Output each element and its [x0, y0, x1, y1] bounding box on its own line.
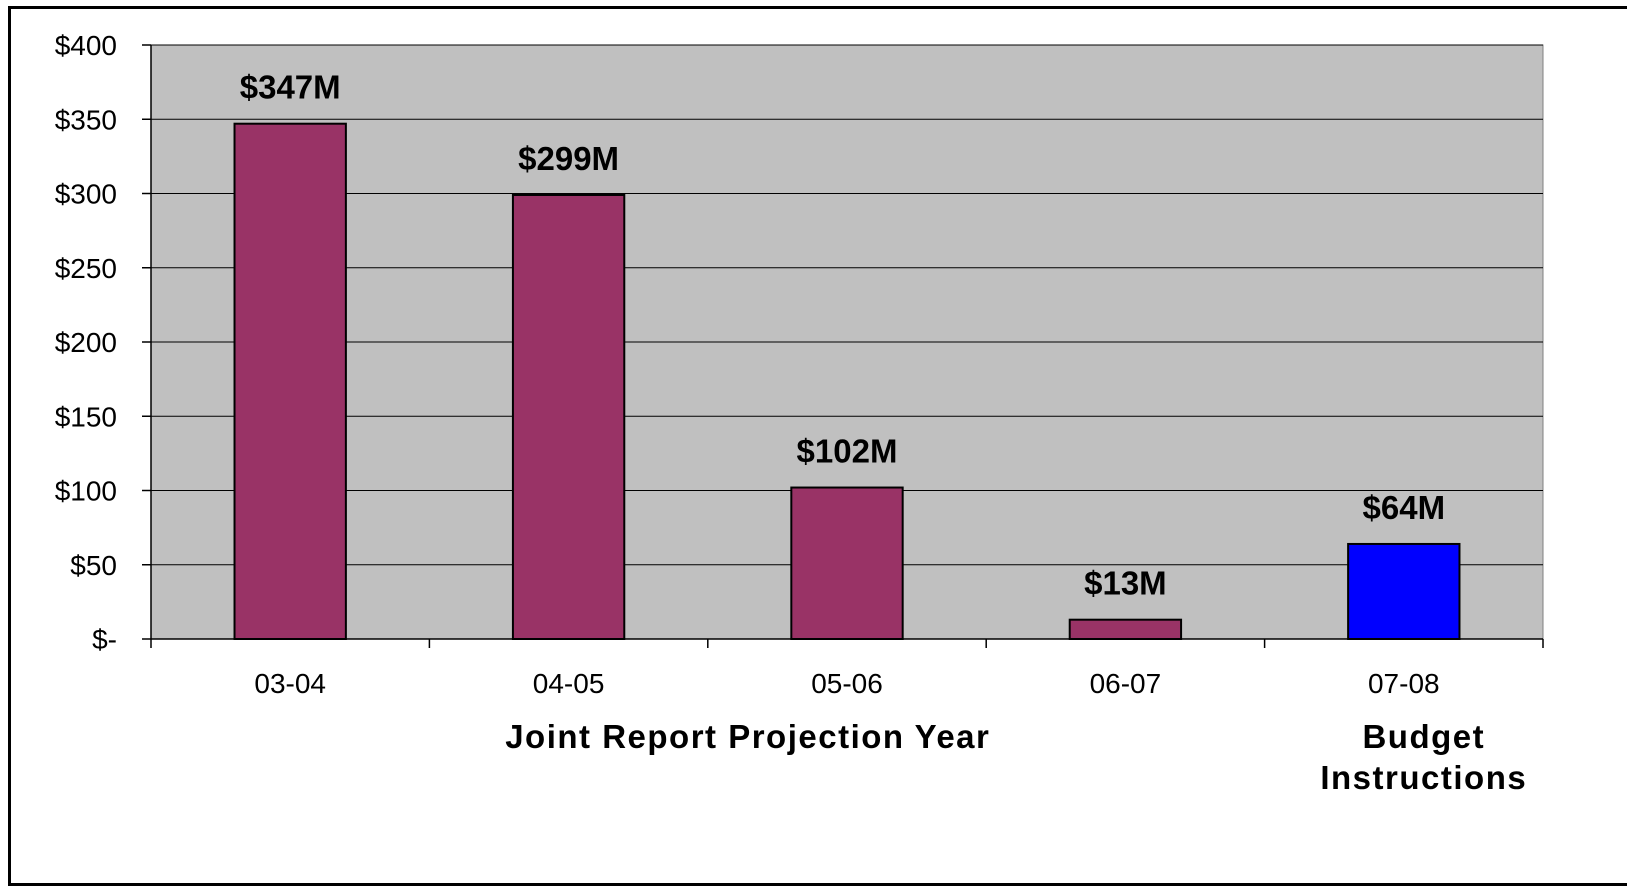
y-tick-label: $400 [55, 30, 117, 61]
bar-chart: $- $50 $100 $150 $200 $250 $300 $350 $400 $347M 03… [55, 30, 1544, 796]
bar-03-04 [233, 122, 347, 640]
bar-06-07 [1068, 618, 1183, 641]
bar-05-06 [790, 486, 904, 640]
x-tick-label: 04-05 [533, 668, 605, 699]
y-tick-label: $250 [55, 253, 117, 284]
data-label: $299M [518, 140, 619, 177]
group-label: Budget Instructions [1320, 718, 1527, 796]
bar-04-05 [511, 193, 626, 641]
x-tick-label: 06-07 [1090, 668, 1162, 699]
y-tick-label: $150 [55, 401, 117, 432]
data-label: $64M [1363, 489, 1446, 526]
y-tick-label: $100 [55, 476, 117, 507]
y-tick-label: $200 [55, 327, 117, 358]
x-tick-label: 05-06 [811, 668, 883, 699]
bar-07-08 [1347, 542, 1461, 641]
y-tick-label: $350 [55, 104, 117, 135]
x-tick-label: 03-04 [254, 668, 326, 699]
group-label: Joint Report Projection Year [505, 718, 990, 755]
data-label: $13M [1084, 565, 1167, 602]
y-tick-label: $- [92, 624, 117, 655]
y-tick-label: $50 [70, 550, 117, 581]
x-tick-label: 07-08 [1368, 668, 1440, 699]
data-label: $347M [240, 69, 341, 106]
y-tick-label: $300 [55, 179, 117, 210]
data-label: $102M [797, 433, 898, 470]
